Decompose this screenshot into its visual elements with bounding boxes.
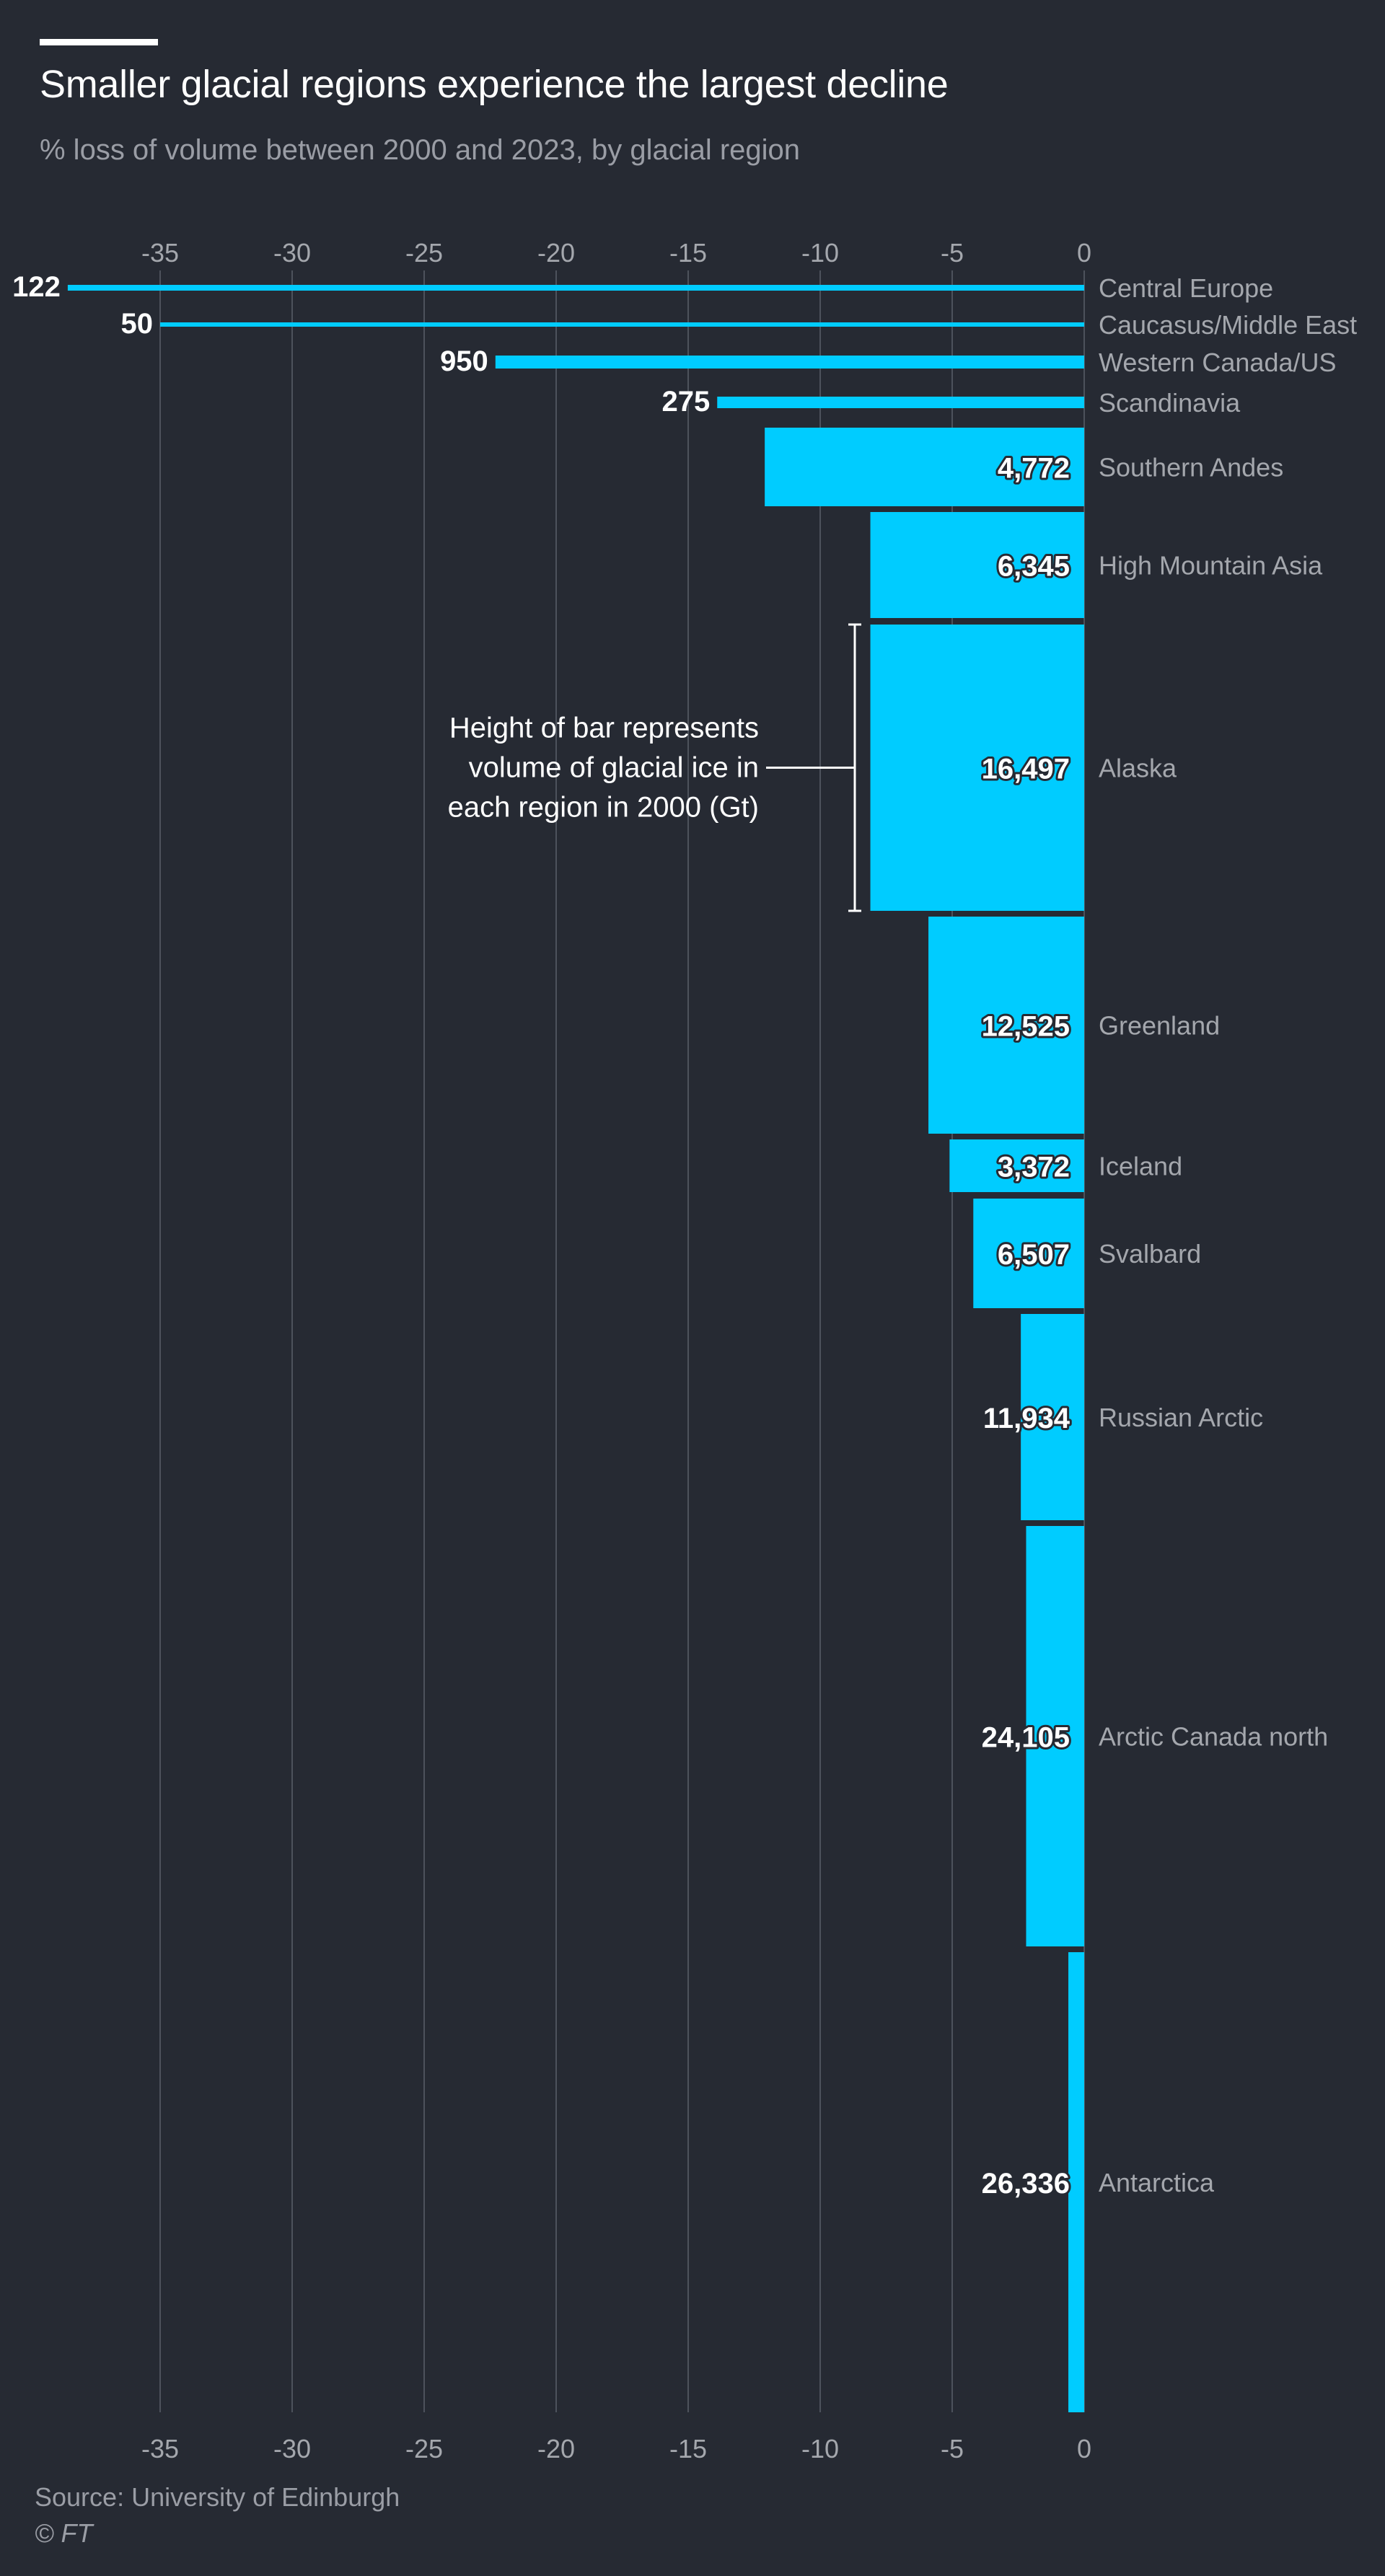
- x-tick-label-top: -20: [537, 238, 575, 268]
- bar: [1026, 1526, 1084, 1946]
- volume-label: 6,507: [998, 1239, 1070, 1271]
- region-label: Alaska: [1099, 754, 1177, 783]
- volume-label: 24,105: [982, 1722, 1070, 1754]
- x-tick-label-bottom: -15: [669, 2434, 707, 2463]
- copyright-note: © FT: [35, 2518, 93, 2548]
- volume-label: 4,772: [998, 453, 1070, 485]
- region-label: Russian Arctic: [1099, 1403, 1263, 1432]
- region-label: Antarctica: [1099, 2168, 1215, 2197]
- x-tick-label-top: -35: [141, 238, 179, 268]
- x-tick-label-top: -15: [669, 238, 707, 268]
- x-tick-label-bottom: -10: [801, 2434, 839, 2463]
- bar: [1068, 1952, 1084, 2412]
- bar: [717, 397, 1084, 408]
- region-label: High Mountain Asia: [1099, 551, 1323, 581]
- x-tick-label-bottom: 0: [1077, 2434, 1091, 2463]
- x-tick-label-top: -10: [801, 238, 839, 268]
- bar: [495, 356, 1084, 369]
- volume-label: 12,525: [982, 1011, 1070, 1043]
- x-tick-label-top: -5: [941, 238, 964, 268]
- bar: [67, 285, 1084, 291]
- volume-label: 11,934: [983, 1403, 1070, 1434]
- bar: [160, 322, 1084, 327]
- region-label: Caucasus/Middle East: [1099, 310, 1357, 340]
- x-tick-label-top: 0: [1077, 238, 1091, 268]
- volume-label: 50: [121, 308, 154, 340]
- region-label: Central Europe: [1099, 273, 1273, 303]
- title-accent-bar: [40, 39, 158, 45]
- volume-label: 122: [12, 271, 61, 303]
- volume-label: 3,372: [998, 1152, 1070, 1183]
- bar: [928, 917, 1084, 1134]
- bar: [973, 1199, 1084, 1308]
- chart-subtitle: % loss of volume between 2000 and 2023, …: [40, 134, 801, 166]
- region-label: Svalbard: [1099, 1239, 1201, 1269]
- volume-label: 6,345: [998, 551, 1070, 583]
- region-label: Scandinavia: [1099, 388, 1241, 418]
- annotation-text-line: Height of bar represents: [449, 713, 759, 744]
- bar: [1021, 1314, 1084, 1520]
- volume-label: 26,336: [982, 2168, 1070, 2200]
- x-tick-label-bottom: -20: [537, 2434, 575, 2463]
- bar: [949, 1139, 1084, 1192]
- bar: [870, 625, 1084, 911]
- x-tick-label-top: -25: [405, 238, 443, 268]
- region-label: Western Canada/US: [1099, 348, 1337, 377]
- region-label: Iceland: [1099, 1152, 1182, 1181]
- annotation-text-line: volume of glacial ice in: [469, 752, 759, 784]
- region-label: Greenland: [1099, 1011, 1220, 1041]
- x-tick-label-bottom: -5: [941, 2434, 964, 2463]
- x-tick-label-bottom: -25: [405, 2434, 443, 2463]
- region-label: Southern Andes: [1099, 453, 1283, 482]
- annotation-text-line: each region in 2000 (Gt): [448, 792, 759, 824]
- source-note: Source: University of Edinburgh: [35, 2482, 400, 2512]
- volume-label: 950: [440, 345, 488, 377]
- x-tick-label-bottom: -30: [273, 2434, 311, 2463]
- region-label: Arctic Canada north: [1099, 1722, 1328, 1752]
- bar: [765, 428, 1084, 506]
- bar: [870, 512, 1084, 618]
- x-tick-label-top: -30: [273, 238, 311, 268]
- x-tick-label-bottom: -35: [141, 2434, 179, 2463]
- volume-label: 16,497: [982, 754, 1070, 785]
- volume-label: 275: [662, 386, 711, 418]
- chart-title: Smaller glacial regions experience the l…: [40, 63, 949, 106]
